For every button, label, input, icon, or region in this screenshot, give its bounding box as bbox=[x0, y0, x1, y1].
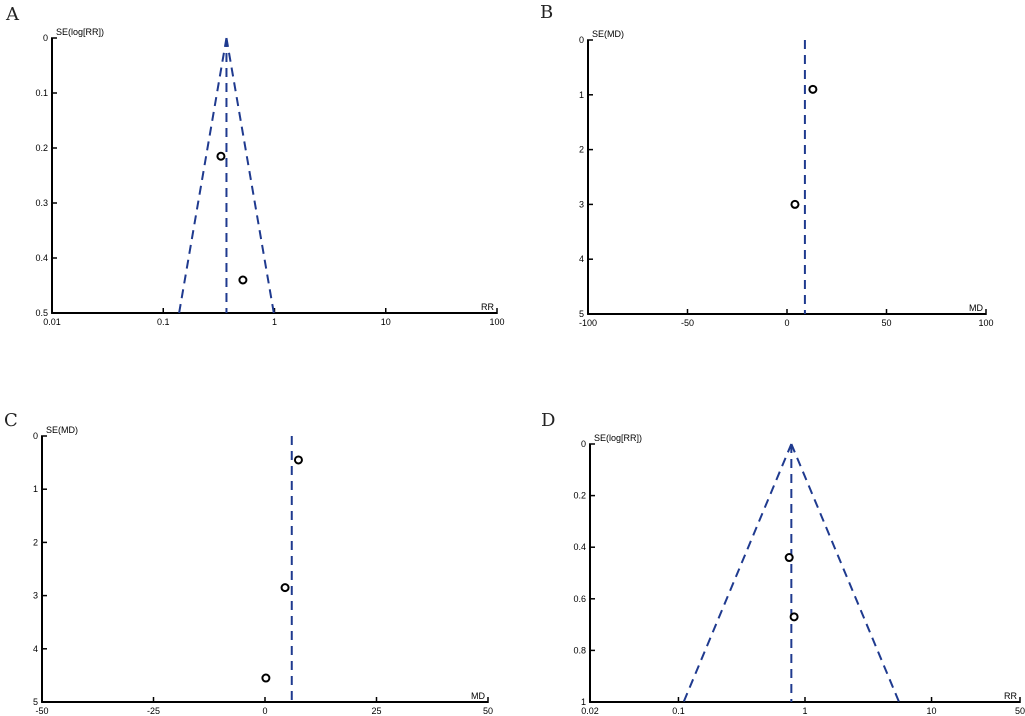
panel-a-y-tick-label: 0.4 bbox=[35, 253, 48, 263]
panel-b-x-tick-label: -50 bbox=[681, 318, 694, 328]
panel-a-y-tick-label: 0.3 bbox=[35, 198, 48, 208]
panel-b-x-tick-label: 50 bbox=[881, 318, 891, 328]
panel-c-y-axis-title: SE(MD) bbox=[46, 425, 78, 435]
panel-a-y-tick-label: 0.1 bbox=[35, 88, 48, 98]
panel-a-x-tick-label: 10 bbox=[381, 317, 391, 327]
panel-d-x-tick-label: 0.02 bbox=[581, 706, 599, 716]
panel-b-y-tick-label: 4 bbox=[579, 254, 584, 264]
panel-b-y-tick-label: 1 bbox=[579, 90, 584, 100]
panel-b-study-point bbox=[790, 199, 800, 209]
panel-b-y-tick-label: 2 bbox=[579, 145, 584, 155]
panel-b-y-tick-label: 0 bbox=[579, 35, 584, 45]
panel-letter-a: A bbox=[5, 4, 20, 25]
panel-a-y-tick-label: 0 bbox=[43, 33, 48, 43]
panel-a-x-tick-label: 0.1 bbox=[157, 317, 170, 327]
panel-c-study-point bbox=[280, 583, 290, 593]
panel-a-funnel-left-limit bbox=[178, 37, 228, 314]
panel-c-y-tick-label: 5 bbox=[33, 697, 38, 707]
panel-c-x-tick-label: 0 bbox=[262, 706, 267, 716]
panel-b-study-point bbox=[808, 84, 818, 94]
panel-b-x-tick-label: 0 bbox=[784, 318, 789, 328]
panel-b-x-tick-label: -100 bbox=[579, 318, 597, 328]
panel-b-x-tick-label: 100 bbox=[978, 318, 993, 328]
panel-d-y-tick-label: 0 bbox=[581, 439, 586, 449]
panel-a-y-tick-label: 0.2 bbox=[35, 143, 48, 153]
panel-d-y-tick-label: 0.6 bbox=[573, 594, 586, 604]
panel-a-study-point bbox=[216, 151, 226, 161]
panel-d-y-axis-title: SE(log[RR]) bbox=[594, 433, 642, 443]
panel-b-y-tick-label: 3 bbox=[579, 199, 584, 209]
panel-a-funnel-right-limit bbox=[225, 37, 275, 314]
panel-d-study-point bbox=[789, 612, 799, 622]
panel-c-x-tick-label: -25 bbox=[147, 706, 160, 716]
panel-d-y-tick-label: 1 bbox=[581, 697, 586, 707]
panel-c-x-tick-label: 25 bbox=[371, 706, 381, 716]
panel-a-x-tick-label: 0.01 bbox=[43, 317, 61, 327]
panel-c-y-tick-label: 3 bbox=[33, 591, 38, 601]
panel-d-x-tick-label: 0.1 bbox=[672, 706, 685, 716]
panel-b-y-axis-title: SE(MD) bbox=[592, 29, 624, 39]
panel-c-x-axis-title: MD bbox=[471, 691, 485, 701]
panel-d-x-axis-title: RR bbox=[1004, 691, 1017, 701]
panel-d-x-tick-label: 50 bbox=[1015, 706, 1025, 716]
panel-letter-d: D bbox=[541, 410, 555, 431]
panel-c-x-tick-label: 50 bbox=[483, 706, 493, 716]
panel-c-y-tick-label: 0 bbox=[33, 431, 38, 441]
panel-d-y-tick-label: 0.2 bbox=[573, 491, 586, 501]
panel-a-x-tick-label: 100 bbox=[489, 317, 504, 327]
panel-a-x-axis-title: RR bbox=[481, 302, 494, 312]
panel-a-x-tick-label: 1 bbox=[272, 317, 277, 327]
panel-a-y-tick-label: 0.5 bbox=[35, 308, 48, 318]
panel-b-y-tick-label: 5 bbox=[579, 309, 584, 319]
panel-c-study-point bbox=[293, 455, 303, 465]
panel-d-y-tick-label: 0.4 bbox=[573, 542, 586, 552]
panel-d-funnel-left-limit bbox=[682, 443, 793, 703]
panel-letter-c: C bbox=[4, 410, 18, 431]
panel-d-x-tick-label: 1 bbox=[802, 706, 807, 716]
panel-letter-b: B bbox=[540, 2, 553, 23]
panel-b-x-axis-title: MD bbox=[969, 303, 983, 313]
panel-c-x-tick-label: -50 bbox=[35, 706, 48, 716]
panel-c-y-tick-label: 4 bbox=[33, 644, 38, 654]
panel-a-y-axis-title: SE(log[RR]) bbox=[56, 27, 104, 37]
panel-d-y-tick-label: 0.8 bbox=[573, 645, 586, 655]
panel-c-y-tick-label: 1 bbox=[33, 484, 38, 494]
panel-d-x-tick-label: 10 bbox=[927, 706, 937, 716]
panel-c-study-point bbox=[261, 673, 271, 683]
panel-d-funnel-right-limit bbox=[790, 443, 900, 703]
panel-c-y-tick-label: 2 bbox=[33, 537, 38, 547]
panel-a-study-point bbox=[238, 275, 248, 285]
panel-d-study-point bbox=[784, 553, 794, 563]
